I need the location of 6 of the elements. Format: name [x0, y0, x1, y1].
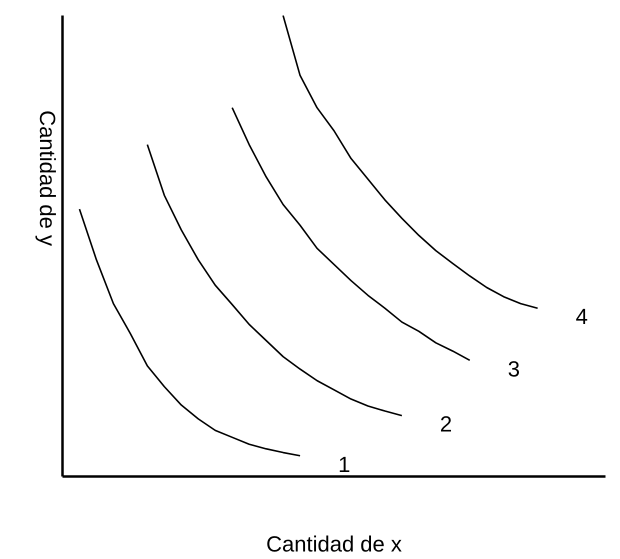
series-label: 3: [508, 356, 520, 382]
series-label: 1: [338, 452, 350, 477]
y-axis-title: Cantidad de y: [35, 110, 60, 246]
series-label: 2: [440, 412, 452, 437]
series-label: 4: [576, 304, 588, 330]
x-axis-title: Cantidad de x: [266, 532, 402, 556]
